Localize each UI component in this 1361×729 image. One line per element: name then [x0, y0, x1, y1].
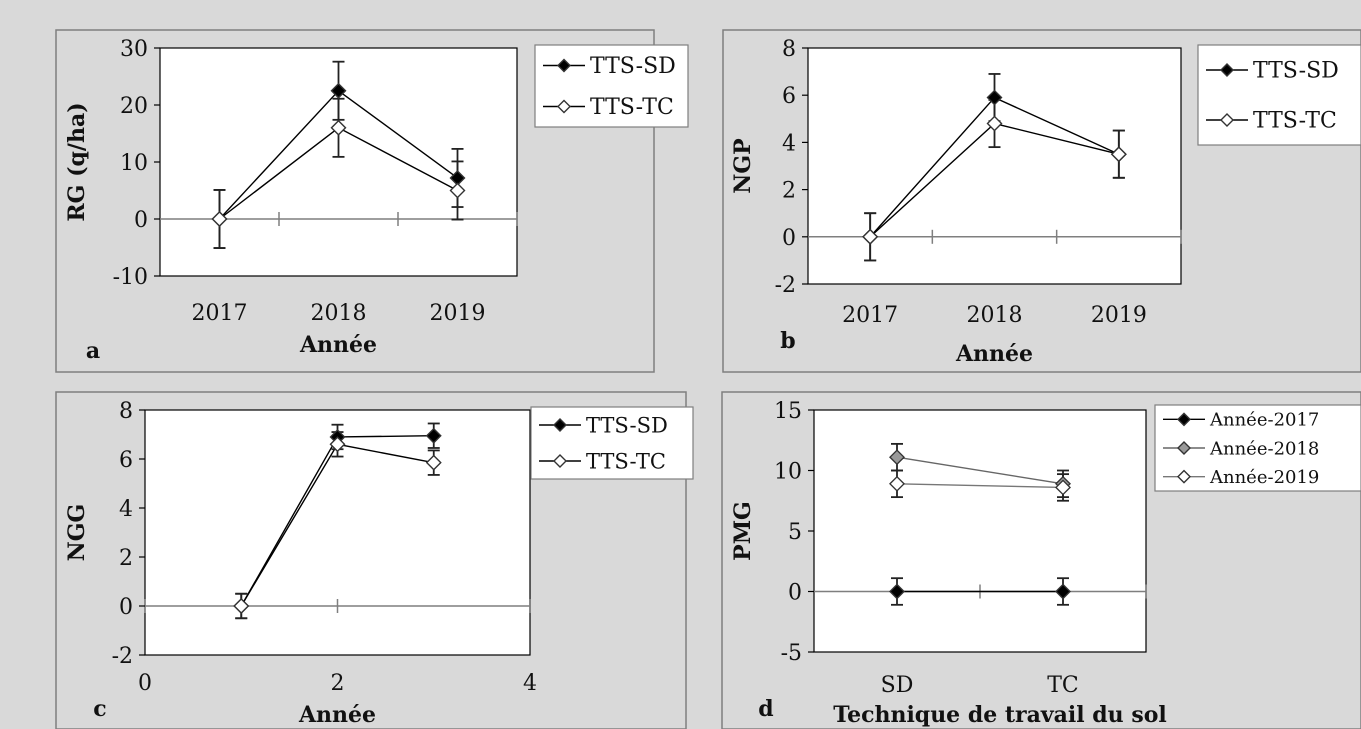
chart-panel-d: 15 10 5 0 -5 SD TC Technique de travail du sol P…: [721, 391, 1361, 729]
y-tick-label: 4: [782, 131, 796, 156]
y-tick-label: 2: [782, 179, 796, 204]
legend-marker: [1177, 412, 1191, 427]
data-point-TTS-TC: [1110, 146, 1127, 163]
x-tick-label: 0: [138, 671, 152, 696]
legend-marker: [1177, 441, 1191, 455]
legend-marker: [553, 454, 567, 468]
legend-box: [530, 406, 694, 480]
y-axis-title: PMG: [730, 501, 756, 561]
y-tick-label: 8: [119, 399, 133, 424]
legend-label: Année-2019: [1209, 467, 1319, 488]
panel-letter: c: [93, 696, 106, 722]
legend-marker: [553, 418, 567, 432]
data-point-TTS-TC: [330, 119, 347, 136]
data-point-Année-2017: [889, 583, 905, 600]
y-tick-label: -2: [775, 273, 796, 298]
legend-label: TTS-SD: [586, 413, 668, 437]
legend-marker: [1220, 63, 1234, 77]
x-tick-label: 2018: [311, 301, 367, 326]
legend-label: Année-2017: [1209, 410, 1319, 431]
x-tick-label: 2017: [842, 303, 898, 328]
legend-box: [534, 44, 689, 128]
y-tick-label: 10: [120, 151, 148, 176]
panel-letter: d: [758, 696, 773, 722]
y-axis-title: RG (q/ha): [64, 102, 90, 221]
y-tick-label: 5: [788, 520, 802, 545]
x-axis-title: Année: [298, 702, 376, 728]
data-point-TTS-TC: [425, 454, 442, 471]
y-tick-label: 8: [782, 37, 796, 62]
y-tick-label: -10: [113, 265, 148, 290]
legend-marker: [1220, 113, 1234, 127]
y-tick-label: 10: [774, 460, 802, 485]
x-axis-title: Année: [955, 341, 1033, 367]
chart-panel-a: 30 20 10 0 -10 2017 2018 2019 Année RG (q/ha) a TTS…: [55, 29, 689, 373]
x-tick-label: 2019: [1091, 303, 1147, 328]
data-point-Année-2019: [889, 475, 905, 492]
y-tick-label: 0: [119, 595, 133, 620]
legend-box: [1197, 44, 1361, 146]
x-tick-label: TC: [1047, 673, 1079, 698]
x-tick-label: 4: [523, 671, 537, 696]
x-tick-label: 2019: [430, 301, 486, 326]
y-tick-label: 4: [119, 497, 133, 522]
y-axis-title: NGG: [64, 504, 90, 562]
y-tick-label: 2: [119, 546, 133, 571]
legend-label: Année-2018: [1209, 438, 1319, 459]
chart-panel-b: 8 6 4 2 0 -2 2017 2018 2019 Année NGP b TTS-SD TTS-TC: [722, 29, 1361, 373]
y-axis-title: NGP: [730, 138, 756, 193]
legend-label: TTS-SD: [590, 54, 676, 79]
legend-label: TTS-SD: [1253, 59, 1339, 84]
data-point-TTS-TC: [449, 182, 466, 199]
x-tick-label: 2018: [967, 303, 1023, 328]
data-point-TTS-TC: [211, 211, 228, 227]
data-point-TTS-TC: [233, 598, 250, 614]
x-tick-label: 2: [331, 671, 345, 696]
y-tick-label: -2: [112, 644, 133, 669]
plot-area: [813, 409, 1147, 653]
y-tick-label: 0: [134, 208, 148, 233]
y-tick-label: 30: [120, 37, 148, 62]
data-point-TTS-TC: [329, 436, 346, 453]
x-tick-label: 2017: [192, 301, 248, 326]
legend-label: TTS-TC: [1253, 109, 1337, 134]
y-tick-label: 0: [782, 226, 796, 251]
x-axis-title: Année: [299, 332, 377, 358]
data-point-TTS-TC: [986, 115, 1003, 132]
legend-marker: [1177, 469, 1191, 484]
panel-letter: b: [780, 328, 795, 354]
series-line-1: [896, 456, 1064, 485]
y-tick-label: 15: [774, 399, 802, 424]
legend-label: TTS-TC: [590, 95, 674, 120]
data-point-TTS-SD: [330, 82, 347, 99]
legend-marker: [557, 58, 571, 73]
data-point-Année-2018: [889, 449, 905, 466]
data-point-TTS-TC: [862, 228, 879, 245]
panel-letter: a: [86, 338, 100, 364]
data-point-Année-2019: [1055, 479, 1071, 496]
series-line-2: [896, 483, 1064, 489]
y-tick-label: 6: [782, 84, 796, 109]
x-tick-label: SD: [881, 673, 914, 698]
x-axis-title: Technique de travail du sol: [833, 702, 1167, 728]
data-point-Année-2017: [1055, 583, 1071, 600]
data-point-TTS-SD: [425, 427, 442, 444]
y-tick-label: 0: [788, 581, 802, 606]
y-tick-label: -5: [781, 641, 802, 666]
legend-label: TTS-TC: [586, 449, 666, 473]
y-tick-label: 20: [120, 94, 148, 119]
data-point-TTS-SD: [986, 89, 1003, 106]
y-tick-label: 6: [119, 448, 133, 473]
legend-marker: [557, 99, 571, 114]
